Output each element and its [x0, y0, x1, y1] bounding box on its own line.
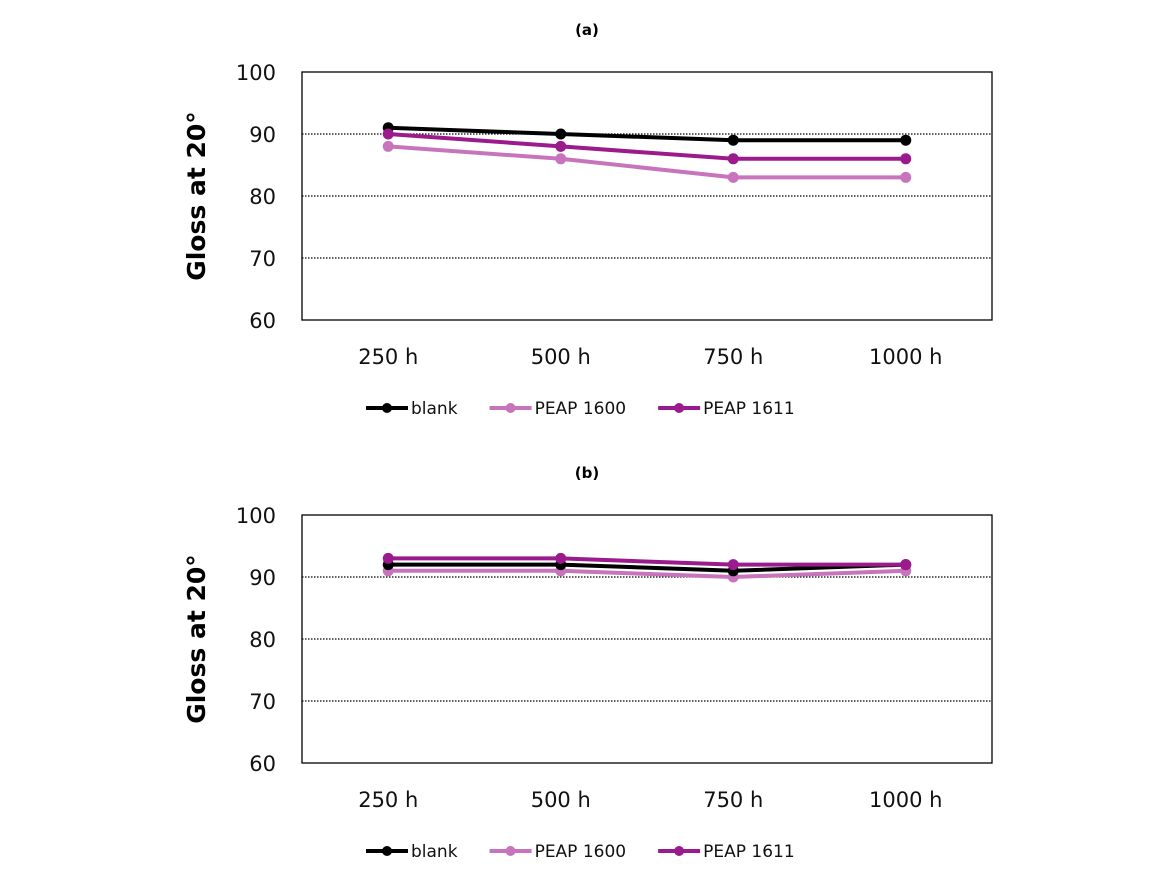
- x-tick-label: 750 h: [703, 345, 763, 369]
- legend-label: blank: [411, 399, 458, 419]
- legend: blank PEAP 1600 PEAP 1611: [366, 399, 795, 419]
- data-point: [555, 552, 567, 564]
- chart-title: (a): [575, 21, 599, 39]
- y-tick-label: 60: [249, 309, 276, 333]
- y-tick-label: 80: [249, 628, 276, 652]
- legend-label: PEAP 1600: [535, 842, 627, 862]
- chart-title: (b): [575, 464, 599, 482]
- x-tick-label: 250 h: [358, 345, 418, 369]
- y-axis-label: Gloss at 20°: [182, 111, 211, 281]
- data-point: [727, 153, 739, 165]
- series-line: [388, 568, 906, 579]
- series-blank: [382, 122, 912, 146]
- data-point: [727, 171, 739, 183]
- plot-area: [301, 514, 993, 764]
- plot-area: [301, 71, 993, 321]
- legend-swatch-marker: [505, 403, 516, 413]
- data-point: [382, 128, 394, 140]
- data-point: [727, 559, 739, 571]
- legend-label: PEAP 1600: [535, 399, 627, 419]
- series-peap-1611: [382, 552, 912, 571]
- y-tick-label: 100: [236, 61, 276, 85]
- legend-item: blank: [366, 399, 458, 419]
- x-tick-label: 1000 h: [869, 345, 942, 369]
- series-peap-1600: [382, 140, 912, 183]
- chart-panel-a: (a) 60 70 80 90 100 Gloss at 20° 250 h 500 h 750 …: [182, 21, 993, 419]
- x-tick-label: 1000 h: [869, 788, 942, 812]
- legend-swatch-marker: [674, 403, 685, 413]
- x-tick-label: 500 h: [531, 345, 591, 369]
- legend-item: PEAP 1600: [489, 399, 627, 419]
- y-tick-label: 100: [236, 504, 276, 528]
- data-point: [900, 153, 912, 165]
- legend: blank PEAP 1600 PEAP 1611: [366, 842, 795, 862]
- legend-swatch-marker: [382, 403, 392, 413]
- data-point: [555, 153, 567, 165]
- series-line: [388, 562, 906, 573]
- legend-swatch-marker: [674, 846, 685, 856]
- legend-item: PEAP 1600: [489, 842, 627, 862]
- series-peap-1611: [382, 128, 912, 165]
- data-point: [900, 171, 912, 183]
- x-tick-label: 750 h: [703, 788, 763, 812]
- data-point: [382, 140, 394, 152]
- legend-swatch-marker: [505, 846, 516, 856]
- y-tick-label: 70: [249, 247, 276, 271]
- y-tick-label: 70: [249, 690, 276, 714]
- legend-swatch-marker: [382, 846, 392, 856]
- series-line: [388, 556, 906, 567]
- legend-item: blank: [366, 842, 458, 862]
- series-line: [388, 132, 906, 161]
- series-line: [388, 125, 906, 143]
- data-point: [382, 552, 394, 564]
- data-point: [555, 140, 567, 152]
- y-tick-label: 80: [249, 185, 276, 209]
- x-tick-label: 500 h: [531, 788, 591, 812]
- chart-panel-b: (b) 60 70 80 90 100 Gloss at 20° 250 h 500 h 750 …: [182, 464, 993, 862]
- y-axis-label: Gloss at 20°: [182, 554, 211, 724]
- y-tick-label: 90: [249, 566, 276, 590]
- legend-label: PEAP 1611: [703, 399, 795, 419]
- data-point: [900, 134, 912, 146]
- legend-label: blank: [411, 842, 458, 862]
- x-tick-label: 250 h: [358, 788, 418, 812]
- data-point: [900, 559, 912, 571]
- legend-item: PEAP 1611: [658, 842, 795, 862]
- y-tick-label: 60: [249, 752, 276, 776]
- data-point: [727, 134, 739, 146]
- data-point: [555, 128, 567, 140]
- series-line: [388, 144, 906, 180]
- legend-label: PEAP 1611: [703, 842, 795, 862]
- y-tick-label: 90: [249, 123, 276, 147]
- legend-item: PEAP 1611: [658, 399, 795, 419]
